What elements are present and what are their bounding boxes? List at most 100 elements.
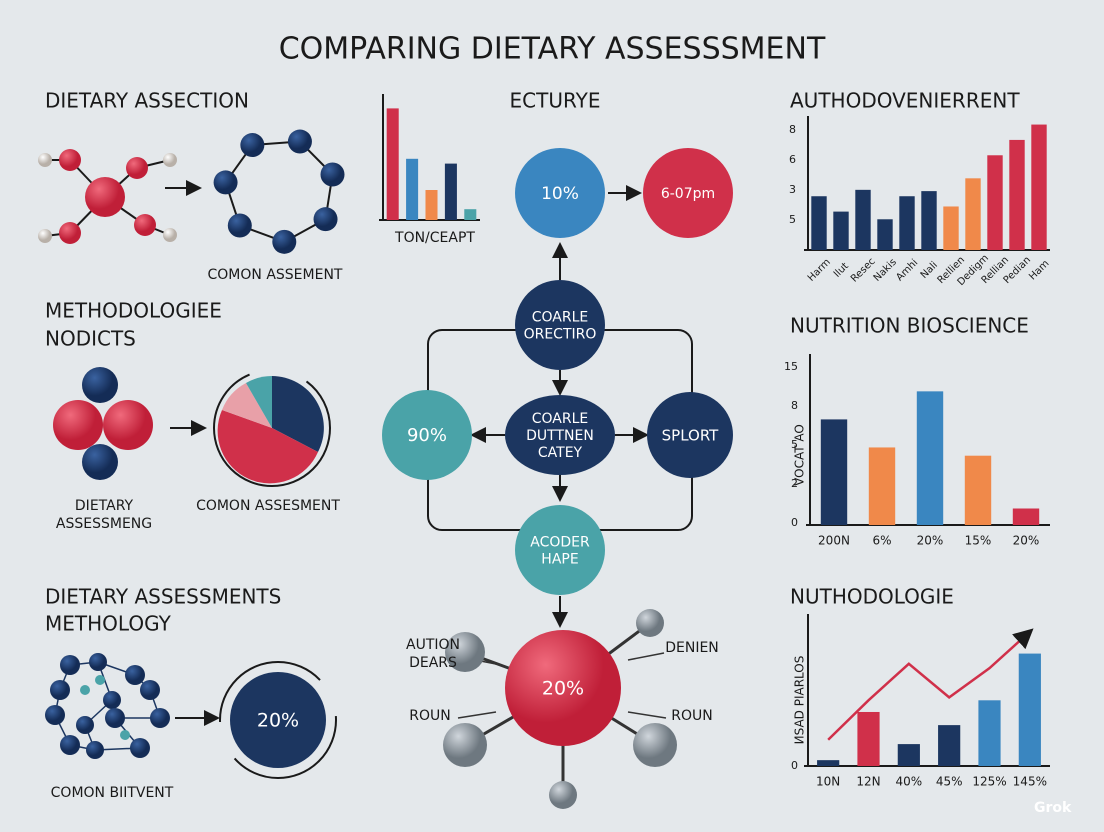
atom [140,680,160,700]
x-tick-label: 6% [872,534,891,548]
node-label: HAPE [541,552,578,568]
atom [150,708,170,728]
section-heading: METHOLOGY [45,612,172,636]
x-axis-label: TON/CEAPT [394,230,475,246]
atom [240,133,265,158]
node [382,390,472,480]
node-label: 6-07pm [661,186,715,202]
caption: COMON BIITVENT [51,785,174,801]
circle-outline [219,661,337,779]
atom [320,162,345,187]
atom [105,708,125,728]
bar [386,108,399,220]
x-tick-label: 45% [936,775,963,789]
molecule [53,367,153,480]
node [515,148,605,238]
x-tick-label: 10N [816,775,840,789]
bar [811,196,827,250]
y-tick-label: 2 [791,477,798,490]
sphere-label: DENIEN [665,640,719,656]
caption: COMON ASSEMENT [208,267,343,283]
chart-title: NUTRITION BIOSCIENCE [790,314,1029,338]
atom [45,705,65,725]
x-tick-label: 20% [1013,534,1040,548]
atom [125,665,145,685]
y-tick-label: 3 [789,183,796,196]
y-tick-label: 0 [791,759,798,772]
x-tick-label: 125% [972,775,1006,789]
x-tick-label: 200N [818,534,850,548]
dot [95,675,105,685]
node-label: CATEY [538,445,583,461]
atom [213,170,238,195]
bar [897,744,920,766]
y-tick-label: 0 [791,516,798,529]
node-label: COARLE [532,310,589,326]
x-tick-label: 12N [856,775,880,789]
atom [86,741,104,759]
section-heading: ECTURYE [510,89,601,113]
bar [965,178,981,250]
dot [120,730,130,740]
atom [130,738,150,758]
caption: ASSESSMENG [56,516,152,532]
node-label: DUTTNEN [526,428,594,444]
chart-title: AUTHODOVENIERRENT [790,89,1020,113]
network-icon [45,653,170,759]
y-tick-label: 8 [789,123,796,136]
bar [868,447,896,525]
node-label: SPLORT [662,427,720,445]
y-tick-label: 8 [791,399,798,412]
bar [1012,508,1040,525]
bar [425,190,438,220]
caption: DIETARY [75,498,134,514]
page-title: COMPARING DIETARY ASSESSSMENT [279,32,826,67]
bar [1018,653,1041,766]
sphere-label: ROUN [671,708,712,724]
node [515,505,605,595]
atom [60,735,80,755]
x-tick-label: 20% [917,534,944,548]
atom [287,129,312,154]
node-label: ORECTIRO [524,327,597,343]
atom [313,207,338,232]
y-tick-label: 6 [789,153,796,166]
atom [103,691,121,709]
bar [857,711,880,766]
bar [978,700,1001,766]
bar [833,211,849,250]
section-heading: DIETARY ASSECTION [45,89,249,113]
trend-line [827,628,1034,741]
watermark: Grok [1034,800,1072,816]
molecule-ring [213,129,345,254]
bar [877,219,893,250]
y-axis-label: VOCAT AO [793,424,807,486]
section-heading: METHODOLOGIEE [45,299,222,323]
node-label: ACODER [530,535,590,551]
node-label: 20% [542,678,584,700]
bar [1031,124,1047,250]
bar [820,419,848,525]
bar [899,196,915,250]
satellite-spheres [443,609,677,809]
node-label: COARLE [532,411,589,427]
circle [230,672,326,768]
chart-title: NUTHODOLOGIE [790,585,954,609]
bar [916,391,944,525]
node-label: 10% [541,184,579,204]
atom [89,653,107,671]
bar [444,163,457,220]
node-label: 90% [407,425,447,446]
x-tick-label: 15% [965,534,992,548]
y-tick-label: 15 [784,360,798,373]
x-tick-label: 145% [1013,775,1047,789]
atom [60,655,80,675]
y-axis-label: ИSAD PIARLOS [793,656,807,745]
bar [943,206,959,250]
x-tick-label: 40% [895,775,922,789]
node [515,280,605,370]
y-tick-label: 5 [789,213,796,226]
atom [50,680,70,700]
bar [938,725,961,766]
